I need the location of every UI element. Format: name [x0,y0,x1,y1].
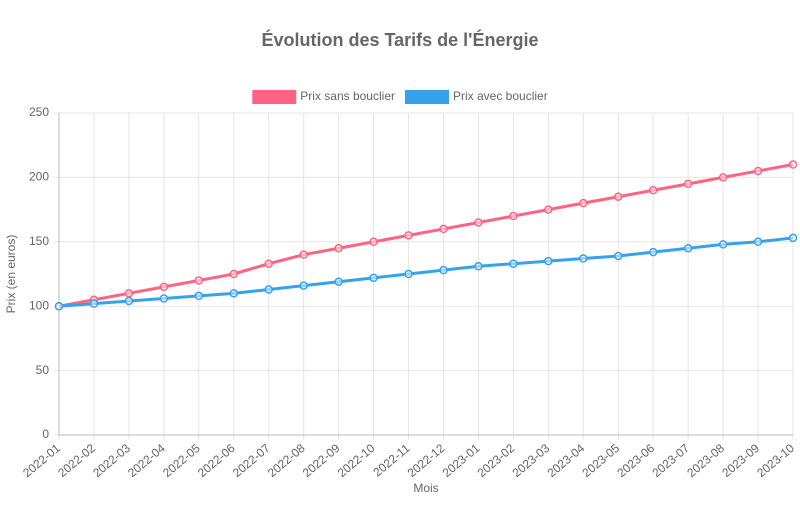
x-tick-label: 2022-09 [300,441,343,480]
series-line [58,163,794,308]
x-tick-label: 2023-05 [579,441,622,480]
data-point [788,233,798,243]
data-point [159,282,169,292]
data-point [579,198,588,208]
x-tick-label: 2022-01 [20,441,63,480]
data-point [369,237,378,247]
x-tick-label: 2022-07 [230,441,273,480]
x-tick-label: 2022-10 [335,441,378,480]
chart-title: Évolution des Tarifs de l'Énergie [261,29,538,50]
legend-swatch [252,90,297,104]
x-tick-label: 2022-12 [405,441,448,480]
y-axis-title: Prix (en euros) [4,235,18,314]
data-point [544,205,553,214]
x-tick-label: 2022-02 [55,441,98,480]
data-point [124,289,134,298]
y-tick-label: 100 [29,298,49,312]
data-point [613,192,623,201]
legend-swatch [405,90,449,104]
data-point [194,291,204,301]
data-point [788,160,798,169]
legend-label: Prix sans bouclier [300,89,395,103]
y-tick-label: 150 [29,234,49,248]
x-tick-label: 2023-06 [614,441,657,480]
data-point [718,173,728,182]
data-point [579,254,588,263]
data-point [334,277,343,286]
data-point [264,259,273,268]
x-tick-label: 2022-05 [160,441,203,480]
x-tick-label: 2022-06 [195,441,238,480]
data-point [544,256,553,266]
data-point [648,186,658,195]
data-point [404,231,413,240]
x-tick-label: 2022-03 [90,441,133,480]
data-point [334,243,343,253]
data-point [683,243,693,253]
data-point [194,276,204,285]
x-tick-label: 2023-02 [475,441,518,480]
data-point [159,294,169,303]
data-point [264,285,273,294]
data-point [299,250,308,259]
data-point [648,247,658,257]
data-point [404,269,413,279]
data-point [299,281,308,290]
series-line [58,236,794,308]
data-point [718,240,728,249]
x-tick-label: 2023-07 [649,441,692,480]
data-point [439,265,448,275]
x-tick-label: 2022-08 [265,441,308,480]
data-point [229,289,239,298]
x-tick-label: 2022-11 [370,441,412,480]
y-tick-label: 0 [42,427,49,441]
x-tick-label: 2022-04 [125,441,168,480]
x-axis-title: Mois [413,481,438,495]
data-point [509,259,518,268]
data-point [474,262,483,271]
data-point [369,273,378,283]
data-point [753,237,763,247]
data-point [474,218,483,227]
data-point [229,269,239,279]
legend-label: Prix avec bouclier [453,89,548,103]
data-point [683,179,693,189]
data-point [753,166,763,176]
data-point [439,224,448,234]
data-point [613,251,623,261]
data-point [124,296,134,306]
x-tick-label: 2023-03 [510,441,553,480]
x-tick-label: 2023-01 [440,441,483,480]
y-tick-label: 50 [36,363,50,377]
x-tick-label: 2023-04 [545,441,588,480]
x-tick-label: 2023-08 [684,441,727,480]
data-point [89,299,99,308]
data-point [509,211,518,221]
y-tick-label: 200 [29,170,49,184]
y-tick-label: 250 [29,105,49,119]
x-tick-label: 2023-10 [754,441,797,480]
data-point [54,301,64,311]
x-tick-label: 2023-09 [719,441,762,480]
